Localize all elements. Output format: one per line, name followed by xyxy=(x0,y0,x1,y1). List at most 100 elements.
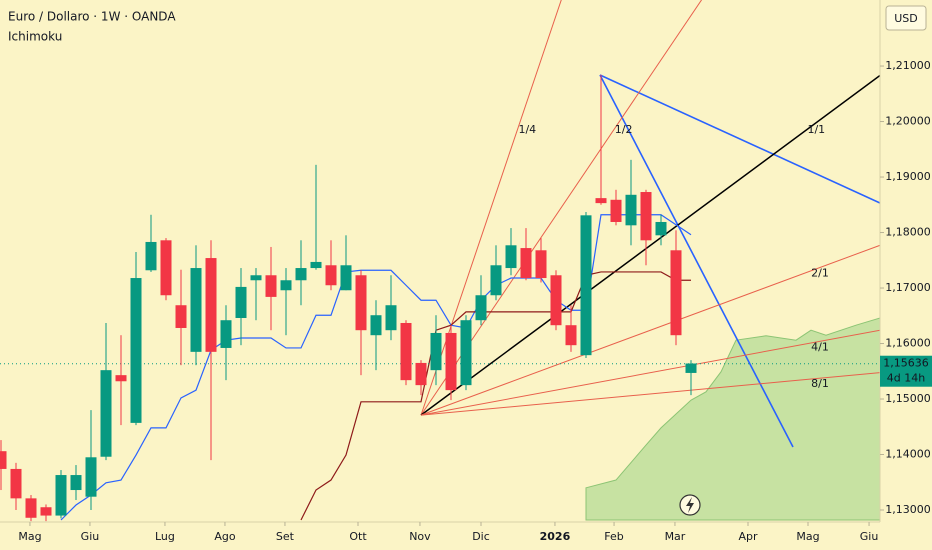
gann-label: 8/1 xyxy=(811,377,829,390)
candle-body xyxy=(130,278,142,423)
x-tick-label: Ott xyxy=(349,530,367,543)
gann-line xyxy=(420,372,880,416)
candle-body xyxy=(220,320,232,348)
gann-line xyxy=(420,0,562,416)
drawing-layer xyxy=(420,0,880,448)
candle-body xyxy=(490,265,502,296)
candle-body xyxy=(430,332,442,371)
x-tick-label: Ago xyxy=(214,530,236,543)
candle-body xyxy=(460,320,472,386)
candle-body xyxy=(520,248,532,279)
candle-body xyxy=(505,245,517,269)
candle-body xyxy=(640,192,652,241)
candle-body xyxy=(355,275,367,331)
candle-body xyxy=(565,325,577,346)
candle-body xyxy=(145,241,157,271)
y-tick-label: 1,20000 xyxy=(885,115,931,128)
candle-body xyxy=(265,275,277,297)
candle-body xyxy=(55,475,67,516)
indicator-name[interactable]: Ichimoku xyxy=(8,30,62,44)
candle-body xyxy=(205,258,217,352)
x-tick-label: Lug xyxy=(155,530,175,543)
y-tick-label: 1,18000 xyxy=(885,226,931,239)
y-tick-label: 1,13000 xyxy=(885,503,931,516)
gann-line xyxy=(420,329,880,416)
candle-body xyxy=(85,457,97,497)
candle-body xyxy=(610,199,622,222)
x-tick-label: Apr xyxy=(738,530,758,543)
bar-countdown: 4d 14h xyxy=(887,372,925,385)
candle-body xyxy=(670,250,682,336)
candle-body xyxy=(400,322,412,381)
candle-layer xyxy=(0,74,697,522)
candle-body xyxy=(340,265,352,291)
x-tick-label: Giu xyxy=(81,530,100,543)
candle-body xyxy=(655,221,667,236)
y-tick-label: 1,21000 xyxy=(885,59,931,72)
gann-label: 1/1 xyxy=(807,123,825,136)
plot-area xyxy=(0,0,880,522)
x-tick-label: Mag xyxy=(18,530,41,543)
trend-line xyxy=(599,74,794,448)
y-tick-label: 1,16000 xyxy=(885,337,931,350)
gann-label: 1/4 xyxy=(518,123,536,136)
currency[interactable]: USD xyxy=(894,12,918,25)
axis-layer: 1,13000 1,14000 1,15000 1,16000 1,17000 1,180… xyxy=(18,59,930,543)
candle-body xyxy=(10,468,22,499)
candle-body xyxy=(535,250,547,279)
y-tick-label: 1,15000 xyxy=(885,392,931,405)
candle-body xyxy=(175,305,187,328)
y-tick-label: 1,17000 xyxy=(885,281,931,294)
gann-line xyxy=(420,74,880,416)
x-tick-label: Feb xyxy=(604,530,623,543)
candle-body xyxy=(325,265,337,286)
gann-label: 2/1 xyxy=(811,266,829,279)
candle-body xyxy=(685,363,697,373)
kijun-line xyxy=(300,271,692,521)
currency-box[interactable] xyxy=(885,5,927,31)
x-tick-label: Dic xyxy=(472,530,490,543)
y-tick-label: 1,19000 xyxy=(885,170,931,183)
alert-icon[interactable] xyxy=(679,494,701,516)
candle-body xyxy=(0,451,7,469)
candle-body xyxy=(370,315,382,336)
candle-body xyxy=(100,370,112,457)
candle-body xyxy=(235,286,247,318)
candle-body xyxy=(190,268,202,352)
gann-label: 1/2 xyxy=(615,123,633,136)
last-price-label: 1,15636 xyxy=(883,357,929,370)
gann-label: 4/1 xyxy=(811,340,829,353)
x-tick-label: Mag xyxy=(796,530,819,543)
candle-body xyxy=(115,375,127,382)
x-tick-label: Giu xyxy=(860,530,879,543)
candle-body xyxy=(25,498,37,518)
ichimoku-cloud xyxy=(585,317,880,521)
candle-body xyxy=(415,362,427,386)
candle-body xyxy=(310,261,322,269)
x-tick-label: Nov xyxy=(409,530,431,543)
candle-body xyxy=(445,332,457,391)
gann-line xyxy=(420,244,880,416)
y-tick-label: 1,14000 xyxy=(885,448,931,461)
x-tick-label: Set xyxy=(276,530,295,543)
x-tick-label: 2026 xyxy=(540,530,571,543)
candle-body xyxy=(550,275,562,326)
trend-line xyxy=(599,74,880,204)
candle-body xyxy=(625,194,637,226)
last-price-box xyxy=(880,355,932,387)
candle-body xyxy=(295,268,307,281)
chart-title: Euro / Dollaro · 1W · OANDA xyxy=(8,10,176,24)
cloud-layer xyxy=(585,317,880,521)
candle-body xyxy=(70,475,82,491)
candle-body xyxy=(160,240,172,296)
candle-body xyxy=(475,295,487,321)
candle-body xyxy=(580,215,592,356)
candle-body xyxy=(385,305,397,331)
x-tick-label: Mar xyxy=(665,530,686,543)
candle-body xyxy=(40,507,52,516)
candle-body xyxy=(595,198,607,204)
candle-body xyxy=(280,280,292,291)
candle-body xyxy=(250,275,262,281)
